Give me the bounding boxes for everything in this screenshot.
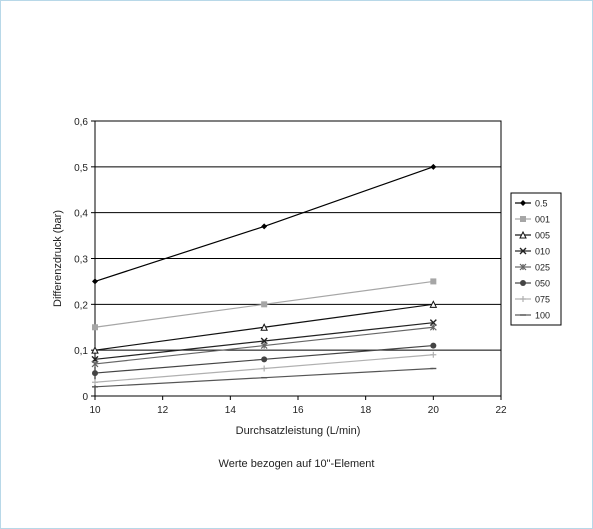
data-point (430, 351, 437, 358)
data-point (92, 324, 98, 331)
legend-item: 010 (515, 247, 550, 257)
y-tick-label: 0,1 (74, 346, 88, 357)
legend-item: 100 (515, 311, 550, 321)
x-axis: 10 12 14 16 18 20 22 (89, 396, 507, 416)
y-tick-label: 0,2 (74, 300, 88, 311)
legend-marker (519, 230, 527, 239)
legend-item: 050 (515, 279, 550, 289)
series-075 (92, 351, 437, 386)
data-point (261, 301, 268, 308)
y-axis: 0 0,1 0,2 0,3 0,4 0,5 0,6 (74, 117, 95, 403)
legend-label: 025 (535, 263, 550, 273)
data-point (260, 342, 268, 350)
data-point (91, 360, 99, 368)
legend-label: 001 (535, 215, 550, 225)
x-tick-label: 16 (292, 405, 304, 416)
x-tick-label: 18 (360, 405, 372, 416)
legend-marker (520, 216, 526, 222)
legend-marker (519, 263, 527, 271)
legend-label: 050 (535, 279, 550, 289)
legend-marker (520, 296, 526, 302)
legend-box (510, 192, 562, 326)
data-point (261, 365, 268, 372)
x-tick-label: 14 (225, 405, 237, 416)
series-0.5 (92, 163, 437, 285)
data-point (430, 163, 437, 170)
line-chart: 10 12 14 16 18 20 22 0 0,1 0,2 0,3 0,4 0,5 0,6 Durch… (52, 117, 562, 437)
legend-item: 025 (515, 263, 550, 273)
legend-label: 0.5 (535, 199, 548, 209)
x-tick-label: 22 (495, 405, 507, 416)
y-tick-label: 0,3 (74, 255, 88, 266)
y-tick-label: 0,5 (74, 163, 88, 174)
series-005 (91, 300, 438, 354)
x-tick-label: 10 (89, 405, 101, 416)
series-050 (92, 342, 437, 377)
y-tick-label: 0,6 (74, 117, 88, 128)
x-axis-label: Durchsatzleistung (L/min) (236, 425, 361, 437)
data-point (261, 223, 268, 230)
data-point (91, 346, 99, 354)
data-point (261, 356, 268, 363)
legend-marker (520, 200, 526, 206)
data-point (92, 278, 98, 285)
series-group (91, 163, 438, 388)
legend-item: 001 (515, 215, 550, 225)
y-tick-label: 0 (82, 392, 88, 403)
legend-item: 0.5 (515, 199, 548, 209)
y-tick-label: 0,4 (74, 209, 88, 220)
legend-item: 075 (515, 295, 550, 305)
data-point (429, 323, 437, 331)
legend: 0.5 001 005 010 025 050 075 100 (510, 192, 562, 326)
legend-marker (520, 280, 526, 286)
chart-caption: Werte bezogen auf 10"-Element (218, 458, 375, 470)
data-point (92, 370, 98, 377)
data-point (92, 379, 98, 386)
y-axis-label: Differenzdruck (bar) (52, 210, 64, 307)
legend-label: 010 (535, 247, 550, 257)
series-025 (91, 323, 437, 368)
gridlines (95, 120, 501, 397)
x-tick-label: 12 (157, 405, 169, 416)
series-001 (92, 278, 437, 331)
series-100 (92, 367, 437, 388)
data-point (430, 278, 437, 285)
x-tick-label: 20 (428, 405, 440, 416)
data-point (260, 323, 268, 331)
legend-marker (519, 247, 527, 255)
legend-label: 100 (535, 311, 550, 321)
data-point (429, 300, 438, 308)
legend-label: 005 (535, 231, 550, 241)
data-point (430, 342, 437, 349)
legend-label: 075 (535, 295, 550, 305)
legend-item: 005 (515, 231, 550, 241)
